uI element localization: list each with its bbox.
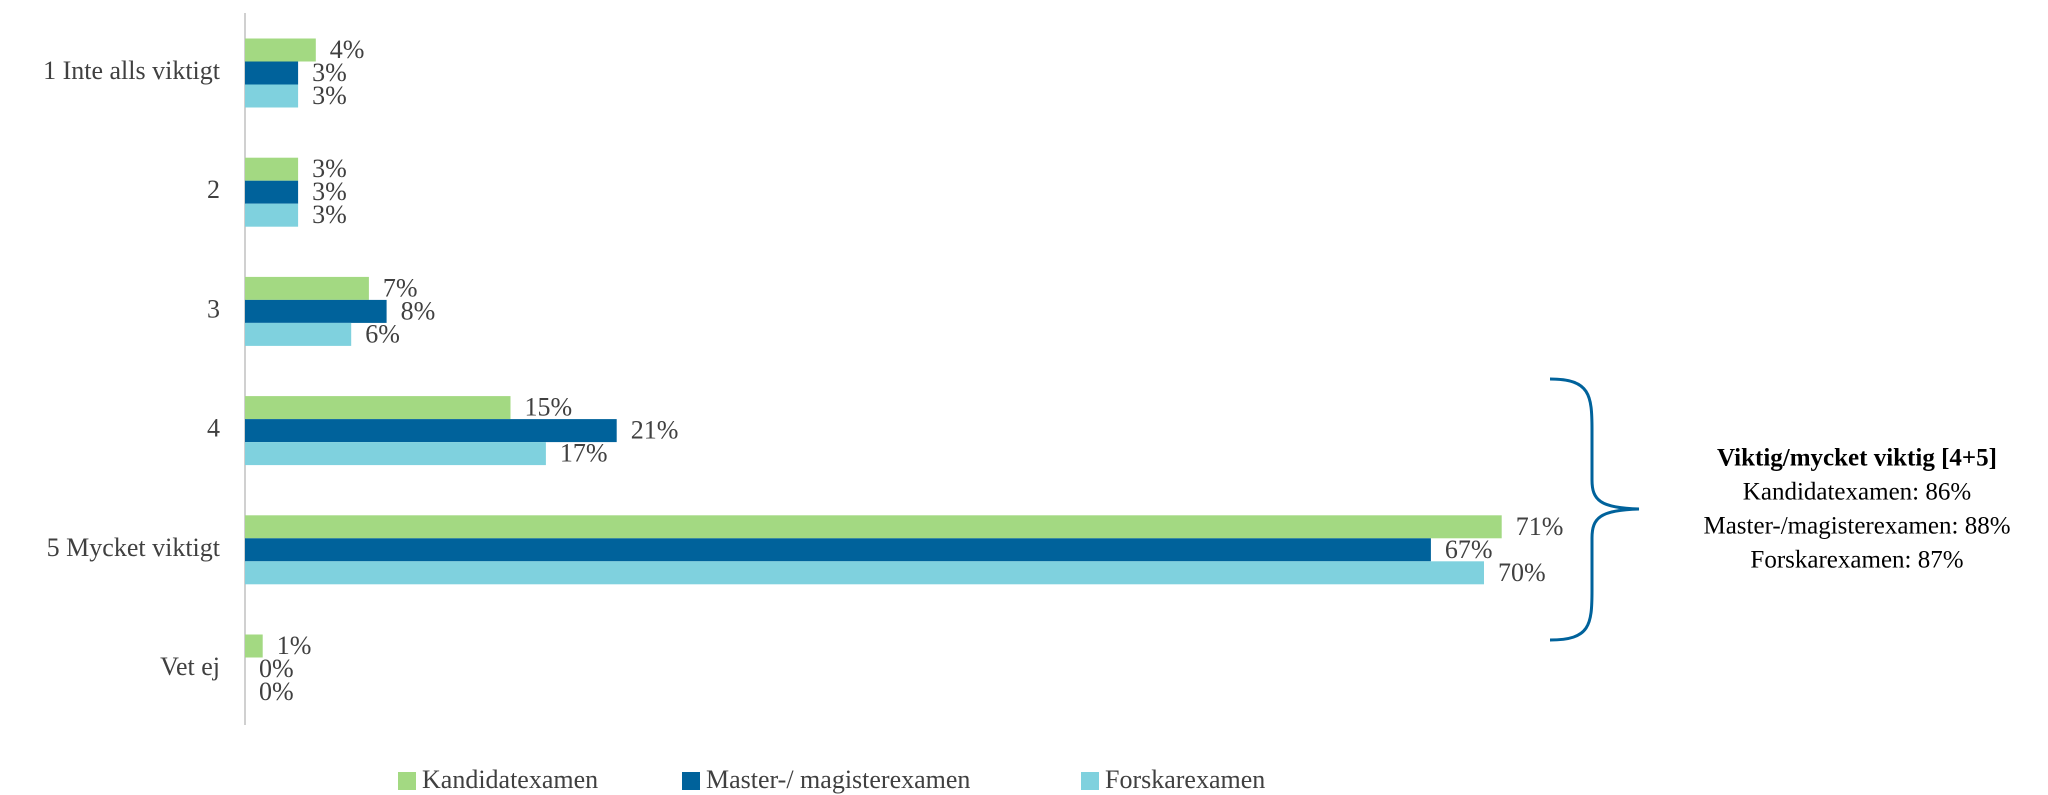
legend-label: Forskarexamen	[1105, 765, 1265, 794]
annotation: Viktig/mycket viktig [4+5] Kandidatexame…	[1703, 445, 2010, 574]
value-label: 6%	[365, 319, 400, 348]
legend-label: Kandidatexamen	[422, 765, 598, 794]
value-label: 3%	[312, 58, 347, 87]
brace	[1549, 377, 1640, 642]
y-tick-label: 1 Inte alls viktigt	[43, 56, 221, 85]
y-tick-label: 3	[207, 294, 220, 323]
legend-swatch	[1081, 772, 1099, 790]
value-label: 0%	[259, 654, 294, 683]
y-tick-label: Vet ej	[160, 652, 220, 681]
value-label: 3%	[312, 81, 347, 110]
bar	[245, 561, 1484, 585]
value-label: 21%	[631, 416, 679, 445]
bar	[245, 299, 387, 323]
value-label: 67%	[1445, 535, 1493, 564]
bar	[245, 419, 617, 443]
value-label: 70%	[1498, 558, 1546, 587]
value-label: 17%	[560, 439, 608, 468]
y-tick-label: 5 Mycket viktigt	[47, 533, 221, 562]
value-label: 15%	[525, 393, 573, 422]
bar	[245, 203, 299, 227]
value-label: 3%	[312, 177, 347, 206]
bar	[245, 396, 511, 420]
value-label: 3%	[312, 200, 347, 229]
legend-swatch	[682, 772, 700, 790]
bar	[245, 515, 1502, 539]
value-label: 3%	[312, 154, 347, 183]
y-tick-label: 2	[207, 175, 220, 204]
bar	[245, 61, 299, 85]
annotation-line: Kandidatexamen: 86%	[1743, 479, 1971, 506]
legend-label: Master-/ magisterexamen	[706, 765, 970, 794]
value-label: 4%	[330, 35, 365, 64]
bar	[245, 276, 369, 300]
value-label: 7%	[383, 273, 418, 302]
value-label: 1%	[277, 631, 312, 660]
bar	[245, 538, 1431, 562]
value-label: 71%	[1516, 512, 1564, 541]
y-tick-label: 4	[207, 414, 220, 443]
bar	[245, 442, 546, 466]
bar	[245, 38, 316, 62]
bar	[245, 157, 299, 181]
bar	[245, 322, 352, 346]
value-label: 0%	[259, 677, 294, 706]
bar	[245, 180, 299, 204]
annotation-title: Viktig/mycket viktig [4+5]	[1717, 445, 1997, 472]
value-label: 8%	[401, 296, 436, 325]
annotation-line: Forskarexamen: 87%	[1750, 547, 1963, 574]
bar	[245, 634, 263, 658]
bar	[245, 84, 299, 108]
legend-swatch	[398, 772, 416, 790]
annotation-line: Master-/magisterexamen: 88%	[1703, 513, 2010, 540]
